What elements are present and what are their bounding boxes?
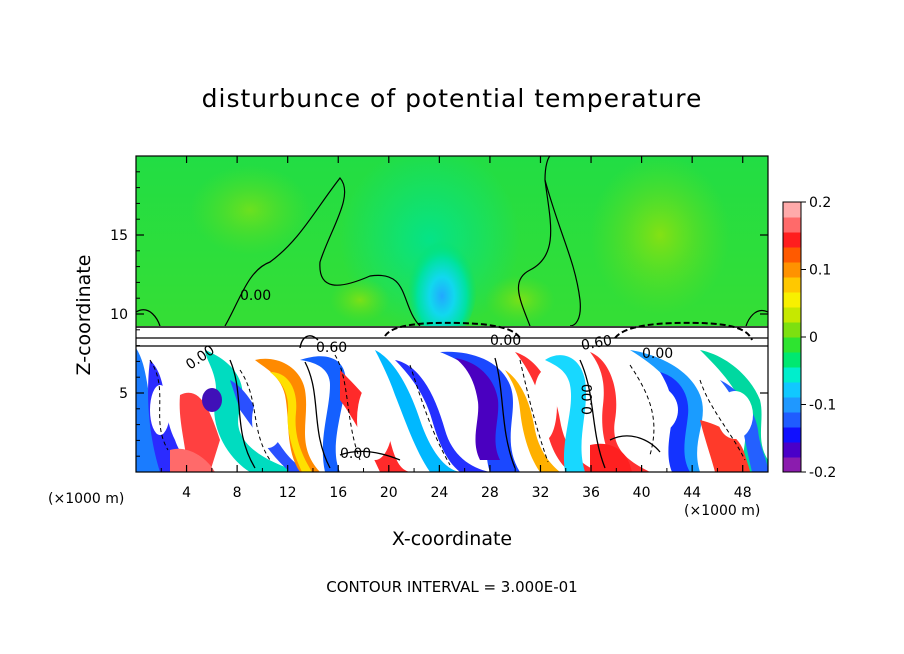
contour-interval-note: CONTOUR INTERVAL = 3.000E-01 <box>326 578 578 596</box>
contour-line <box>224 177 421 327</box>
colorbar-swatch <box>783 247 801 263</box>
colorbar-swatch <box>783 307 801 323</box>
y-tick-label: 15 <box>110 228 128 244</box>
x-unit-label-right: (×1000 m) <box>684 503 761 519</box>
colorbar-swatch <box>783 337 801 353</box>
colorbar-swatch <box>783 292 801 308</box>
colorbar-swatch <box>783 202 801 218</box>
x-tick-label: 16 <box>329 485 347 501</box>
lime-region-mid <box>330 278 390 322</box>
colorbar: 0.2 0.1 0 -0.1 -0.2 <box>782 195 836 481</box>
x-tick-label: 32 <box>532 485 550 501</box>
colorbar-swatch <box>783 397 801 413</box>
lime-region-left <box>190 165 310 255</box>
contour-line <box>136 309 768 327</box>
colorbar-swatch <box>783 382 801 398</box>
colorbar-tick-label: 0 <box>809 330 818 346</box>
contour-label: 0.00 <box>490 333 521 349</box>
cyan-plume <box>407 230 477 340</box>
chart-title: disturbunce of potential temperature <box>201 84 703 113</box>
colorbar-swatch <box>783 277 801 293</box>
contour-line <box>384 321 521 339</box>
x-tick-label: 40 <box>633 485 651 501</box>
y-axis: 5 10 15 <box>110 171 768 457</box>
contour-label: 0.00 <box>580 384 596 415</box>
inversion-layer <box>136 326 768 348</box>
x-unit-label-left: (×1000 m) <box>48 491 125 507</box>
colorbar-swatch <box>783 457 801 473</box>
colorbar-tick-label: 0.1 <box>809 263 831 279</box>
lower-turbulent-field <box>136 348 768 472</box>
colorbar-swatch <box>783 412 801 428</box>
contour-line <box>409 359 746 466</box>
y-axis-label: Z-coordinate <box>73 254 95 376</box>
colorbar-tick-label: -0.1 <box>809 398 836 414</box>
colorbar-swatch <box>783 442 801 458</box>
x-tick-label: 36 <box>582 485 600 501</box>
x-tick-label: 20 <box>380 485 398 501</box>
colorbar-swatch <box>783 217 801 233</box>
colorbar-swatch <box>783 352 801 368</box>
colorbar-swatch <box>783 427 801 443</box>
y-tick-label: 10 <box>110 307 128 323</box>
colorbar-tick-label: 0.2 <box>809 195 831 211</box>
heatmap-field <box>136 156 768 472</box>
lime-region-right <box>485 275 555 325</box>
contour-label: 0.00 <box>240 288 271 304</box>
x-axis-label: X-coordinate <box>391 528 513 550</box>
colorbar-tick-label: -0.2 <box>809 465 836 481</box>
x-tick-label: 8 <box>233 485 242 501</box>
x-axis: 4 8 12 16 20 24 28 32 36 40 44 48 <box>160 156 752 501</box>
contour-line <box>339 435 661 461</box>
x-tick-label: 48 <box>734 485 752 501</box>
x-tick-label: 4 <box>182 485 191 501</box>
colorbar-swatch <box>783 262 801 278</box>
colorbar-swatch <box>783 367 801 383</box>
x-tick-label: 28 <box>481 485 499 501</box>
contour-label: 0.00 <box>642 346 673 362</box>
contour-line <box>544 179 581 327</box>
lime-region <box>590 156 730 315</box>
contour-line <box>517 156 552 327</box>
colorbar-swatch <box>783 232 801 248</box>
contour-label: 0.00 <box>340 446 371 462</box>
x-tick-label: 24 <box>430 485 448 501</box>
contour-line <box>229 357 606 469</box>
contour-label: 0.60 <box>316 340 347 356</box>
contour-line <box>299 335 319 349</box>
x-tick-label: 12 <box>279 485 297 501</box>
contour-line <box>149 354 361 461</box>
y-tick-label: 5 <box>119 386 128 402</box>
x-tick-label: 44 <box>683 485 701 501</box>
colorbar-swatch <box>783 322 801 338</box>
contour-label: 0.60 <box>580 333 613 354</box>
